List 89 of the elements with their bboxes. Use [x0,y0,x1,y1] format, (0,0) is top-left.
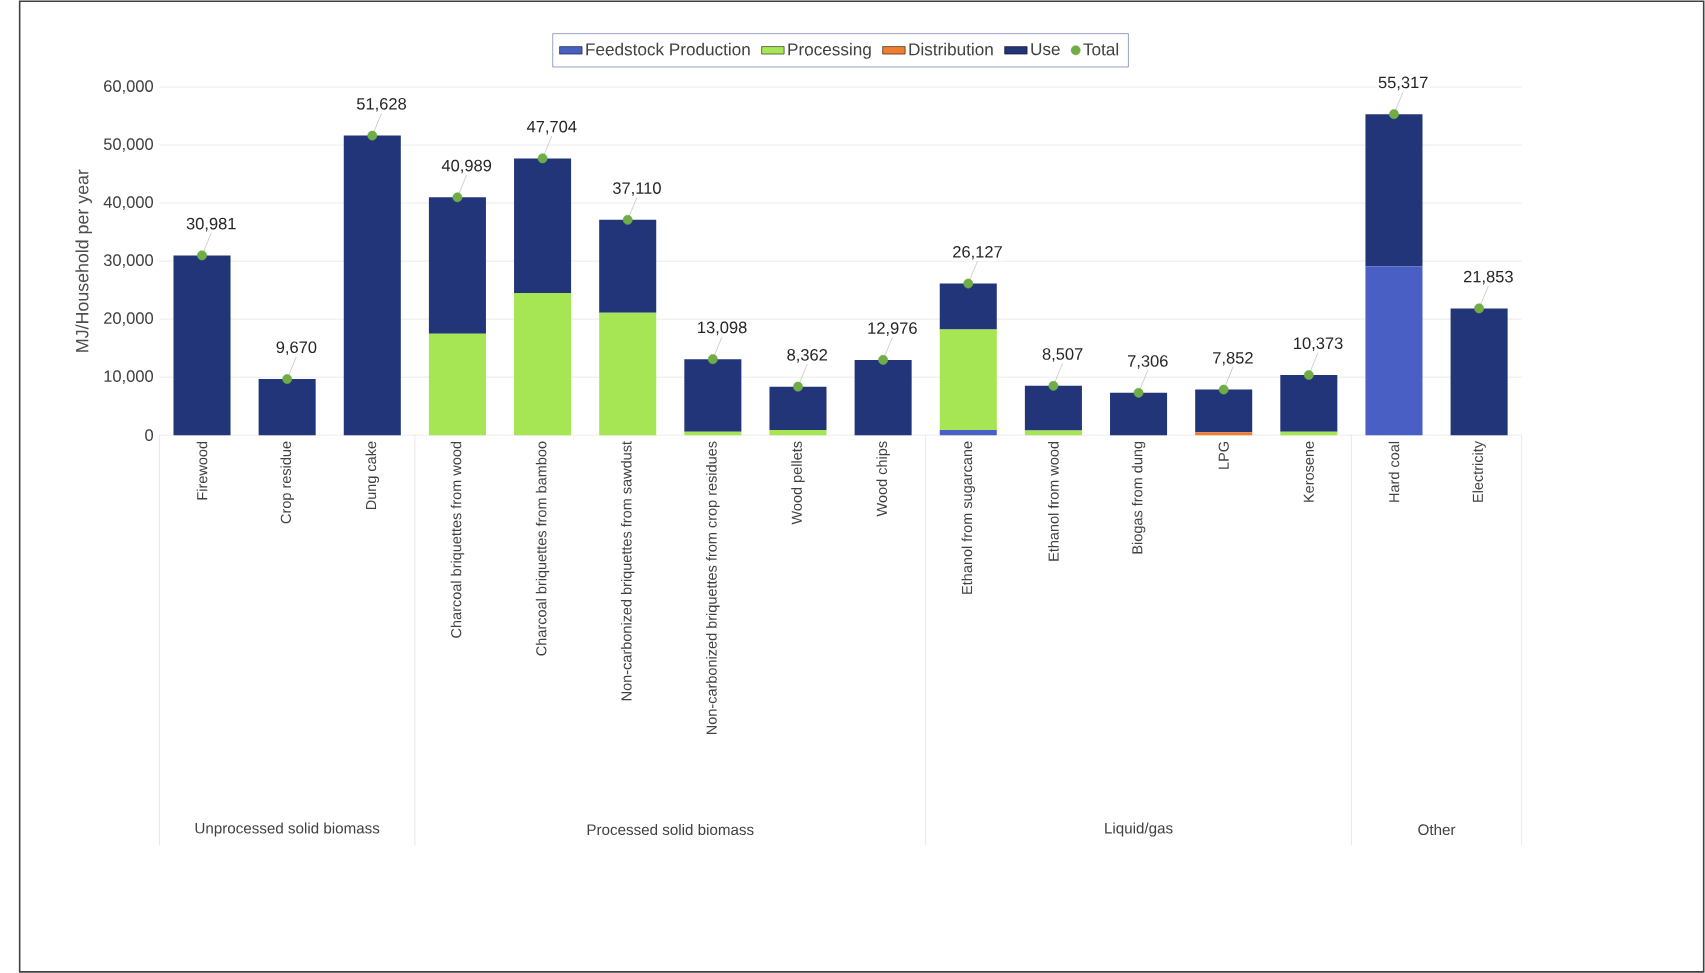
legend-label: Use [1031,43,1060,56]
legend-label: Distribution [909,42,993,56]
x-tick-label: Crop residue [280,441,294,524]
x-tick-label: Non-carbonized briquettes from sawdust [620,440,635,701]
text: Processed solid biomass [587,823,754,835]
bar [343,135,401,436]
data-label: 51,628 [356,97,407,112]
legend-label: Processing [788,42,871,59]
data-label: 55,317 [1378,76,1428,91]
bar [939,429,997,436]
bar [428,333,486,436]
bar [1024,385,1082,431]
data-label: 13,098 [698,321,747,336]
data-label: 7,852 [1213,351,1253,366]
x-tick-label: Wood chips [876,441,890,517]
x-tick-label: Charcoal briquettes from bamboo [535,441,550,656]
data-label: 26,127 [953,245,1002,260]
x-tick-label: Kerosene [1303,441,1314,502]
y-tick-label: 40,000 [103,196,154,210]
bar [1450,308,1508,436]
bar [428,197,486,334]
x-tick-label: Dung cake [365,441,380,509]
point [707,354,718,364]
data-label: 21,853 [1463,270,1513,285]
x-tick-label: Non-carbonized briquettes from crop residues [706,441,720,734]
x-tick-label: LPG [1218,441,1229,469]
point [537,153,548,164]
point [282,374,293,384]
x-tick-label: Electricity [1472,440,1486,502]
bar [1195,432,1253,436]
y-tick-label: 50,000 [103,138,154,152]
x-tick-label: Ethanol from sugarcane [961,441,976,594]
point [1048,380,1059,391]
bar [769,386,827,430]
bar [939,329,997,430]
text: Other [1418,823,1456,835]
data-label: 47,704 [526,120,577,135]
point [622,214,633,225]
data-label: 9,670 [276,341,317,355]
bar [1195,389,1253,433]
y-tick-label: 60,000 [104,80,154,94]
text: Liquid/gas [1105,822,1173,837]
x-tick-label: Hard coal [1388,441,1400,502]
x-tick-label: Ethanol from wood [1048,441,1059,561]
point [452,192,463,203]
x-tick-label: Biogas from dung [1131,441,1146,554]
point [1218,384,1229,395]
bar [1365,114,1423,267]
bar [684,359,742,432]
point [963,278,974,289]
data-label: 7,306 [1128,355,1168,369]
bar [939,283,997,330]
bar [1365,266,1423,436]
bar [854,359,912,436]
legend-label: Feedstock Production [586,42,750,56]
point [1389,109,1399,119]
x-tick-label: Firewood [196,441,208,500]
x-tick-label: Wood pellets [791,441,805,525]
data-label: 37,110 [612,182,661,196]
y-axis-title: MJ/Household per year [75,169,93,352]
data-label: 10,373 [1294,337,1343,351]
point [197,250,207,261]
bar [599,312,657,436]
text: Unprocessed solid biomass [195,822,380,837]
data-label: 8,507 [1042,348,1083,362]
y-tick-label: 10,000 [104,370,154,384]
point [1474,303,1484,314]
legend-label: Total [1083,42,1119,56]
point [878,354,889,365]
point [1303,370,1314,380]
data-label: 30,981 [186,217,236,232]
data-label: 40,989 [441,159,492,174]
y-tick-label: 0 [145,429,154,441]
point [367,130,378,141]
bar [769,429,827,436]
bar [173,255,231,436]
bar [1110,392,1168,436]
bar [514,158,572,293]
x-tick-label: Charcoal briquettes from wood [450,441,465,638]
y-tick-label: 20,000 [104,312,154,326]
point [1133,387,1144,398]
bar [514,292,572,436]
data-label: 12,976 [868,322,917,336]
bar [258,378,316,436]
bar [1280,374,1338,432]
bar [599,219,657,313]
point [793,381,803,392]
data-label: 8,362 [787,348,828,363]
y-tick-label: 30,000 [103,254,154,268]
